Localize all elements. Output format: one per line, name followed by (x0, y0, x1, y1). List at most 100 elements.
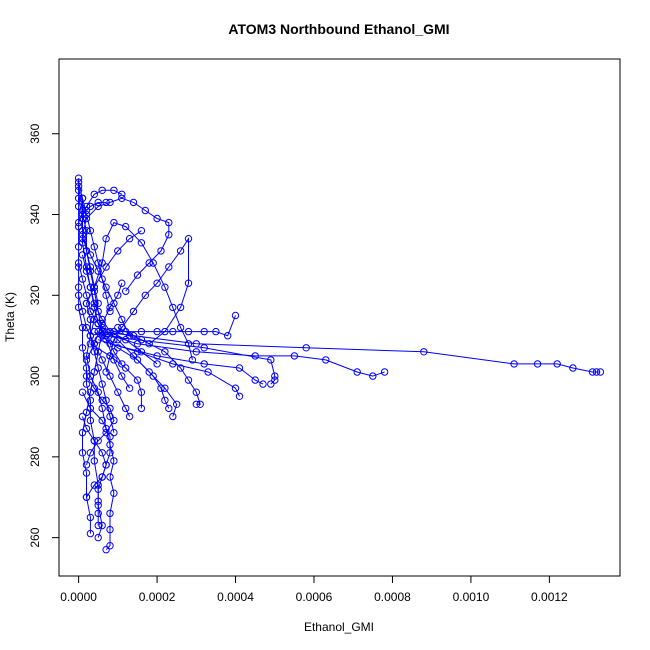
data-point (161, 348, 169, 356)
data-point (98, 275, 106, 283)
data-point (78, 235, 87, 243)
y-tick-label: 280 (28, 447, 42, 467)
data-point (110, 457, 118, 465)
data-point (90, 283, 99, 291)
data-point (78, 323, 87, 332)
data-point (102, 283, 110, 291)
data-point (82, 323, 91, 332)
data-point (86, 307, 95, 316)
data-point (114, 336, 122, 344)
data-point (110, 489, 118, 497)
data-point (231, 311, 240, 320)
data-point (98, 332, 106, 340)
series-line (86, 375, 115, 466)
data-point (114, 388, 122, 396)
data-point (82, 424, 91, 433)
series-line (82, 238, 131, 336)
data-point (322, 356, 330, 364)
data-point (118, 372, 126, 380)
data-point (82, 493, 91, 501)
data-point (94, 521, 102, 530)
data-point (533, 360, 542, 368)
data-point (94, 267, 102, 275)
data-point (157, 384, 165, 392)
data-point (82, 469, 91, 477)
data-point (200, 344, 208, 352)
data-point (106, 327, 114, 336)
data-point (114, 323, 122, 332)
data-point (86, 202, 95, 211)
y-tick-label: 260 (28, 527, 42, 547)
data-point (290, 352, 299, 360)
data-point (114, 247, 122, 255)
data-point (110, 299, 118, 308)
data-point (118, 360, 126, 368)
data-point (78, 251, 87, 259)
data-point (231, 384, 240, 392)
series-line (109, 343, 264, 385)
data-point (200, 327, 208, 336)
data-point (125, 235, 134, 243)
data-point (82, 364, 91, 372)
data-point (380, 368, 389, 376)
series-line (97, 323, 178, 417)
data-point (78, 231, 87, 239)
data-point (74, 174, 83, 182)
x-axis-label: Ethanol_GMI (304, 620, 374, 634)
series-line (102, 327, 201, 405)
data-point (106, 542, 114, 550)
data-point (90, 384, 99, 392)
y-tick-label: 340 (28, 204, 42, 224)
data-point (173, 400, 181, 408)
data-point (118, 315, 126, 324)
series-line (102, 315, 236, 337)
data-point (137, 388, 146, 396)
data-point (184, 279, 193, 287)
data-point (78, 275, 87, 283)
data-point (90, 348, 99, 356)
data-point (149, 259, 157, 267)
data-point (78, 428, 87, 437)
data-point (176, 364, 185, 372)
data-point (94, 299, 102, 308)
data-point (165, 218, 173, 227)
data-layer (74, 174, 605, 554)
data-point (267, 356, 275, 364)
data-point (118, 190, 126, 199)
data-point (86, 513, 95, 522)
data-point (86, 227, 95, 235)
data-point (122, 222, 130, 231)
data-point (153, 360, 161, 368)
data-point (102, 396, 110, 404)
data-point (235, 364, 244, 372)
data-point (94, 388, 102, 396)
data-point (86, 449, 95, 457)
data-point (184, 235, 193, 243)
data-point (82, 372, 91, 380)
data-point (86, 416, 95, 425)
data-point (122, 404, 130, 413)
data-point (184, 340, 193, 348)
data-point (157, 247, 165, 255)
data-point (94, 485, 102, 493)
data-point (94, 336, 102, 344)
data-point (102, 546, 110, 554)
data-point (137, 404, 146, 413)
data-point (169, 327, 177, 336)
data-point (82, 210, 91, 219)
data-point (200, 360, 208, 368)
y-axis: 260 280 300 320 340 360 (28, 123, 60, 548)
data-point (153, 327, 161, 336)
data-point (106, 449, 114, 457)
data-point (106, 473, 114, 481)
data-point (106, 198, 114, 207)
data-point (271, 376, 279, 384)
data-point (184, 327, 193, 336)
data-point (82, 356, 91, 364)
data-point (251, 376, 259, 384)
data-point (133, 376, 142, 384)
data-point (94, 198, 102, 207)
chart-title: ATOM3 Northbound Ethanol_GMI (228, 21, 449, 37)
data-point (102, 263, 110, 271)
